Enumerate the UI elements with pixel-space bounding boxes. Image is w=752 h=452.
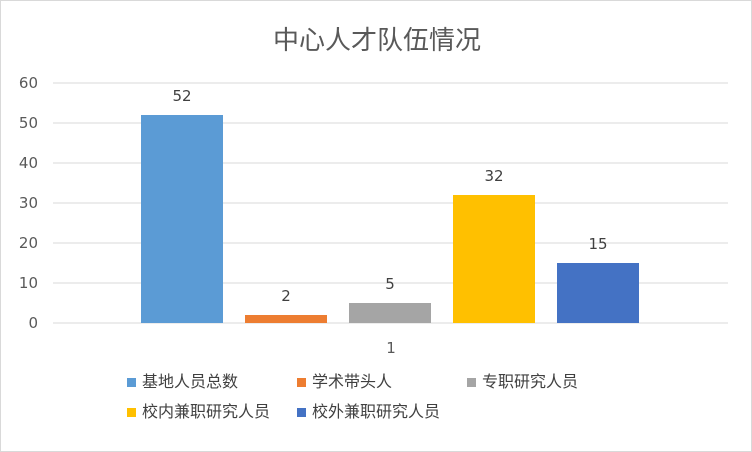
y-tick-label: 10 — [19, 274, 38, 292]
bars — [141, 115, 639, 323]
legend-label: 基地人员总数 — [142, 372, 239, 391]
legend-swatch — [467, 377, 476, 387]
legend-item-internal-parttime: 校内兼职研究人员 — [127, 401, 270, 423]
bar — [245, 315, 327, 323]
legend-item-fulltime-researcher: 专职研究人员 — [467, 371, 578, 393]
y-axis: 0 10 20 30 40 50 60 — [19, 74, 38, 332]
legend-item-academic-leader: 学术带头人 — [297, 371, 392, 393]
legend-item-external-parttime: 校外兼职研究人员 — [297, 401, 440, 423]
data-labels: 52 2 5 32 15 — [172, 87, 607, 305]
legend-label: 专职研究人员 — [482, 372, 579, 391]
data-label: 32 — [484, 167, 503, 185]
legend-swatch — [297, 377, 306, 387]
y-tick-label: 60 — [19, 74, 38, 92]
bar — [453, 195, 535, 323]
data-label: 2 — [281, 287, 291, 305]
x-category-label: 1 — [386, 339, 396, 357]
y-tick-label: 0 — [28, 314, 38, 332]
y-tick-label: 50 — [19, 114, 38, 132]
y-tick-label: 20 — [19, 234, 38, 252]
data-label: 15 — [588, 235, 607, 253]
bar — [557, 263, 639, 323]
legend-label: 学术带头人 — [312, 372, 393, 391]
y-tick-label: 40 — [19, 154, 38, 172]
bar — [349, 303, 431, 323]
legend-swatch — [127, 377, 136, 387]
chart-title: 中心人才队伍情况 — [273, 26, 481, 56]
data-label: 5 — [385, 275, 395, 293]
y-tick-label: 30 — [19, 194, 38, 212]
bar — [141, 115, 223, 323]
legend-label: 校外兼职研究人员 — [312, 402, 441, 421]
legend-swatch — [127, 407, 136, 417]
data-label: 52 — [172, 87, 191, 105]
legend-label: 校内兼职研究人员 — [142, 402, 271, 421]
legend-swatch — [297, 407, 306, 417]
legend-item-base-staff: 基地人员总数 — [127, 371, 238, 393]
